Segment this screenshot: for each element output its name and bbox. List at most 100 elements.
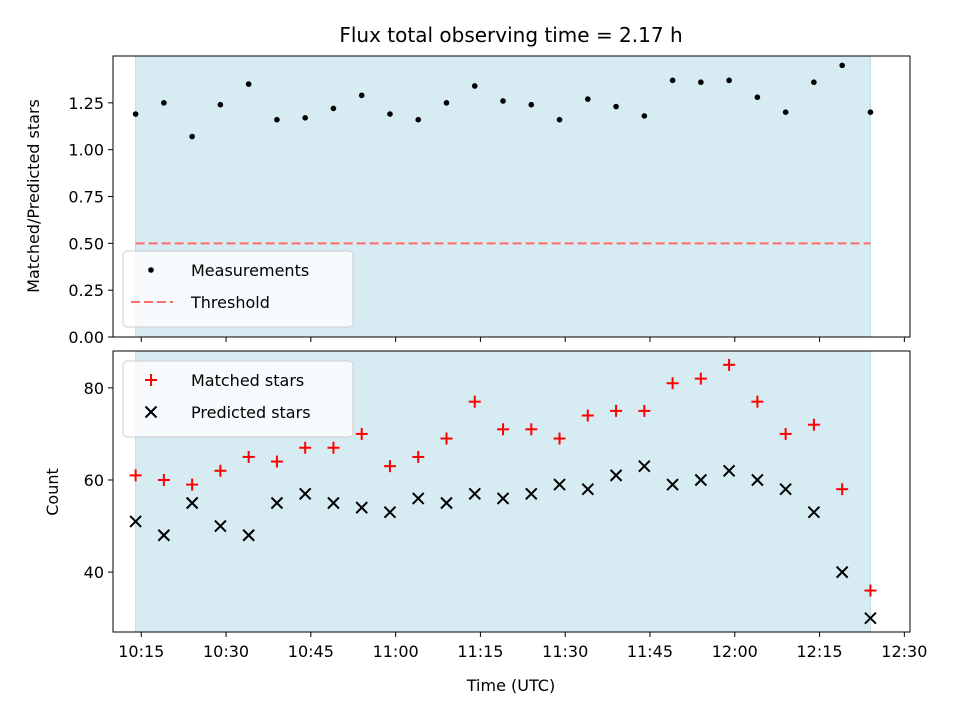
x-tick-label: 10:30 <box>203 642 249 661</box>
predicted-star-point <box>412 492 425 505</box>
bottom-y-axis-label: Count <box>43 468 62 516</box>
matched-star-point <box>666 377 679 390</box>
predicted-star-point-b <box>553 478 566 491</box>
y-tick-label: 80 <box>84 379 104 398</box>
measurements-series <box>132 62 874 140</box>
measurement-point <box>556 116 563 123</box>
plot-frame <box>112 55 911 338</box>
predicted-star-point <box>835 565 849 579</box>
legend-matched-marker <box>145 374 157 386</box>
matched-star-point <box>214 464 227 477</box>
predicted-star-point-b <box>270 496 284 510</box>
predicted-star-point <box>581 482 595 496</box>
matched-stars-series <box>129 358 877 597</box>
matched-star-point <box>638 404 651 417</box>
legend: Matched stars Predicted stars <box>122 360 354 438</box>
matched-star-point <box>864 584 877 597</box>
measurement-point <box>443 100 450 106</box>
predicted-star-point-b <box>722 464 736 477</box>
predicted-star-point-b <box>129 515 142 528</box>
measurement-point <box>274 116 280 123</box>
measurement-point <box>839 62 845 69</box>
predicted-star-point <box>214 519 227 533</box>
chart-title: Flux total observing time = 2.17 h <box>339 23 682 47</box>
predicted-star-point <box>525 487 538 501</box>
measurement-point <box>161 100 167 106</box>
y-tick-label: 0.00 <box>68 328 104 347</box>
x-tick-label: 11:30 <box>542 642 588 661</box>
predicted-star-point <box>298 487 312 501</box>
measurement-point <box>754 94 761 101</box>
x-tick-label: 11:45 <box>627 642 673 661</box>
predicted-star-point-b <box>864 611 877 625</box>
predicted-star-point-b <box>751 473 764 487</box>
measurement-point <box>528 101 535 108</box>
bottom-panel: 40 60 80 10:15 10:30 10:45 11:00 11:15 11:30 11:4… <box>84 350 927 661</box>
predicted-star-point <box>327 496 340 510</box>
matched-star-point <box>525 423 538 436</box>
predicted-star-point <box>807 506 821 519</box>
measurement-point <box>867 109 874 115</box>
predicted-star-point-b <box>835 565 849 579</box>
predicted-star-point <box>666 478 679 491</box>
predicted-star-point <box>383 506 397 519</box>
predicted-star-point <box>185 496 199 510</box>
top-panel: 0.00 0.25 0.50 0.75 1.00 1.25 Measurements Thre… <box>68 55 911 347</box>
matched-star-point <box>779 427 792 440</box>
predicted-star-point <box>722 464 736 477</box>
predicted-star-point <box>553 478 566 491</box>
top-y-axis-label: Matched/Predicted stars <box>24 99 43 293</box>
y-tick-label: 1.00 <box>68 141 104 160</box>
measurement-point <box>330 105 337 112</box>
plot-frame <box>112 350 911 633</box>
matched-star-point <box>581 409 594 422</box>
legend-box <box>122 250 354 328</box>
y-tick-label: 60 <box>84 471 104 490</box>
predicted-star-point <box>638 459 651 473</box>
predicted-star-point <box>129 515 142 528</box>
measurement-point <box>217 101 224 108</box>
legend: Measurements Threshold <box>122 250 354 328</box>
measurement-point <box>669 77 676 84</box>
matched-star-point <box>186 478 199 491</box>
measurement-point <box>415 116 422 123</box>
predicted-star-point <box>496 492 510 505</box>
predicted-star-point <box>779 482 792 496</box>
predicted-star-point <box>468 487 481 501</box>
matched-star-point <box>129 469 142 482</box>
predicted-star-point-b <box>525 487 538 501</box>
legend-label: Matched stars <box>191 371 304 390</box>
matched-star-point <box>553 432 566 445</box>
predicted-star-point <box>157 529 171 542</box>
predicted-star-point-b <box>638 459 651 473</box>
predicted-star-point-b <box>779 482 792 496</box>
matched-star-point <box>836 483 849 496</box>
measurement-point <box>500 98 506 104</box>
y-tick-label: 0.25 <box>68 281 104 300</box>
predicted-star-point-b <box>355 501 368 514</box>
predicted-star-point <box>440 496 453 510</box>
legend-box <box>122 360 354 438</box>
predicted-star-point-b <box>327 496 340 510</box>
predicted-star-point <box>751 473 764 487</box>
matched-star-point <box>807 418 820 431</box>
predicted-star-point-b <box>694 473 708 487</box>
measurement-point <box>811 79 817 86</box>
x-tick-label: 11:00 <box>373 642 419 661</box>
measurement-point <box>189 133 195 140</box>
predicted-star-point <box>694 473 708 487</box>
measurement-point <box>358 92 365 99</box>
x-tick-label: 10:45 <box>288 642 334 661</box>
measurement-point <box>585 96 591 102</box>
matched-star-point <box>383 460 396 473</box>
measurement-point <box>132 111 139 117</box>
measurement-point <box>387 111 393 117</box>
matched-star-point <box>610 404 623 417</box>
matched-star-point <box>440 432 453 445</box>
predicted-star-point-b <box>581 482 595 496</box>
matched-star-point <box>270 455 283 468</box>
predicted-star-point-b <box>185 496 199 510</box>
matched-star-point <box>497 423 510 436</box>
predicted-star-point-b <box>298 487 312 501</box>
